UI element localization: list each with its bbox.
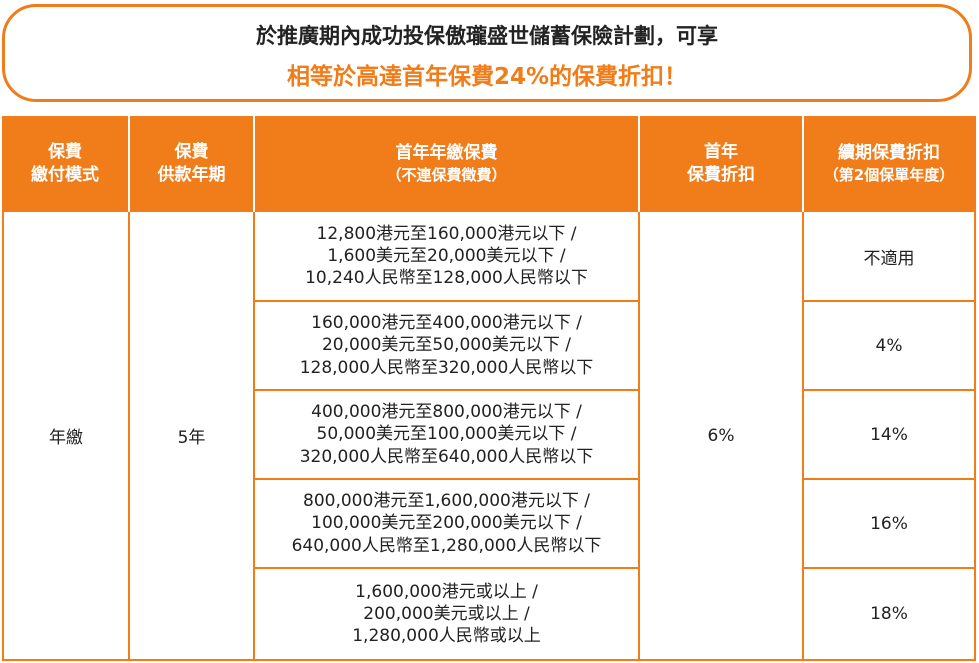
premium-range-cell: 400,000港元至800,000港元以下 / 50,000美元至100,000…	[255, 391, 638, 478]
header-text: 首年年繳保費	[395, 143, 498, 164]
banner-line-2: 相等於高達首年保費24%的保費折扣！	[286, 64, 688, 90]
column-divider	[802, 116, 804, 212]
renewal-discount-cell: 14%	[804, 391, 974, 478]
header-first-year-discount: 首年 保費折扣	[640, 116, 802, 212]
range-line: 100,000美元至200,000美元以下 /	[311, 513, 582, 534]
payment-mode-value: 年繳	[49, 428, 83, 448]
renewal-discount-value: 16%	[870, 513, 908, 534]
range-line: 128,000人民幣至320,000人民幣以下	[299, 357, 594, 378]
range-line: 640,000人民幣至1,280,000人民幣以下	[291, 535, 602, 556]
range-line: 12,800港元至160,000港元以下 /	[316, 223, 577, 244]
first-year-discount-value: 6%	[707, 425, 735, 446]
range-line: 1,600,000港元或以上 /	[355, 581, 538, 602]
renewal-discount-cell: 16%	[804, 480, 974, 567]
payment-period-cell: 5年	[130, 212, 253, 659]
header-payment-period: 保費 供款年期	[130, 116, 253, 212]
renewal-discount-value: 不適用	[863, 248, 915, 269]
renewal-discount-value: 14%	[870, 424, 908, 445]
renewal-discount-value: 4%	[875, 335, 903, 356]
renewal-discount-cell: 18%	[804, 569, 974, 659]
header-text: 保費折扣	[687, 165, 755, 185]
banner-line-1: 於推廣期內成功投保傲瓏盛世儲蓄保險計劃，可享	[256, 24, 718, 48]
discount-table: 保費 繳付模式 保費 供款年期 首年年繳保費 （不連保費徵費） 首年 保費折扣 …	[2, 116, 976, 661]
renewal-discount-cell: 不適用	[804, 212, 974, 300]
payment-period-value: 5年	[177, 428, 206, 448]
range-line: 10,240人民幣至128,000人民幣以下	[305, 268, 588, 289]
range-line: 50,000美元至100,000美元以下 /	[316, 424, 577, 445]
column-divider	[128, 116, 130, 212]
header-text: 保費	[48, 142, 82, 163]
promo-banner: 於推廣期內成功投保傲瓏盛世儲蓄保險計劃，可享 相等於高達首年保費24%的保費折扣…	[2, 4, 972, 102]
header-subtext: （第2個保單年度）	[823, 166, 955, 185]
header-subtext: （不連保費徵費）	[386, 166, 507, 185]
range-line: 320,000人民幣至640,000人民幣以下	[299, 446, 594, 467]
renewal-discount-value: 18%	[870, 604, 908, 624]
premium-range-cell: 800,000港元至1,600,000港元以下 / 100,000美元至200,…	[255, 480, 638, 567]
header-text: 續期保費折扣	[838, 143, 940, 164]
header-renewal-discount: 續期保費折扣 （第2個保單年度）	[804, 116, 974, 212]
first-year-discount-cell: 6%	[640, 212, 802, 659]
range-line: 20,000美元至50,000美元以下 /	[321, 335, 572, 356]
header-text: 首年	[704, 142, 738, 163]
range-line: 400,000港元至800,000港元以下 /	[311, 402, 582, 423]
payment-mode-cell: 年繳	[4, 212, 128, 659]
renewal-discount-cell: 4%	[804, 302, 974, 389]
range-line: 1,600美元至20,000美元以下 /	[327, 245, 566, 266]
header-text: 供款年期	[157, 165, 226, 185]
column-divider	[638, 116, 640, 212]
column-divider	[253, 116, 255, 212]
header-first-year-premium: 首年年繳保費 （不連保費徵費）	[255, 116, 638, 212]
premium-range-cell: 1,600,000港元或以上 / 200,000美元或以上 / 1,280,00…	[255, 569, 638, 659]
header-payment-mode: 保費 繳付模式	[2, 116, 128, 212]
range-line: 800,000港元至1,600,000港元以下 /	[303, 491, 590, 512]
header-text: 保費	[174, 142, 209, 163]
premium-range-cell: 160,000港元至400,000港元以下 / 20,000美元至50,000美…	[255, 302, 638, 389]
header-text: 繳付模式	[31, 165, 99, 185]
range-line: 1,280,000人民幣或以上	[352, 626, 541, 647]
premium-range-cell: 12,800港元至160,000港元以下 / 1,600美元至20,000美元以…	[255, 212, 638, 300]
range-line: 200,000美元或以上 /	[363, 603, 530, 624]
range-line: 160,000港元至400,000港元以下 /	[311, 313, 582, 334]
